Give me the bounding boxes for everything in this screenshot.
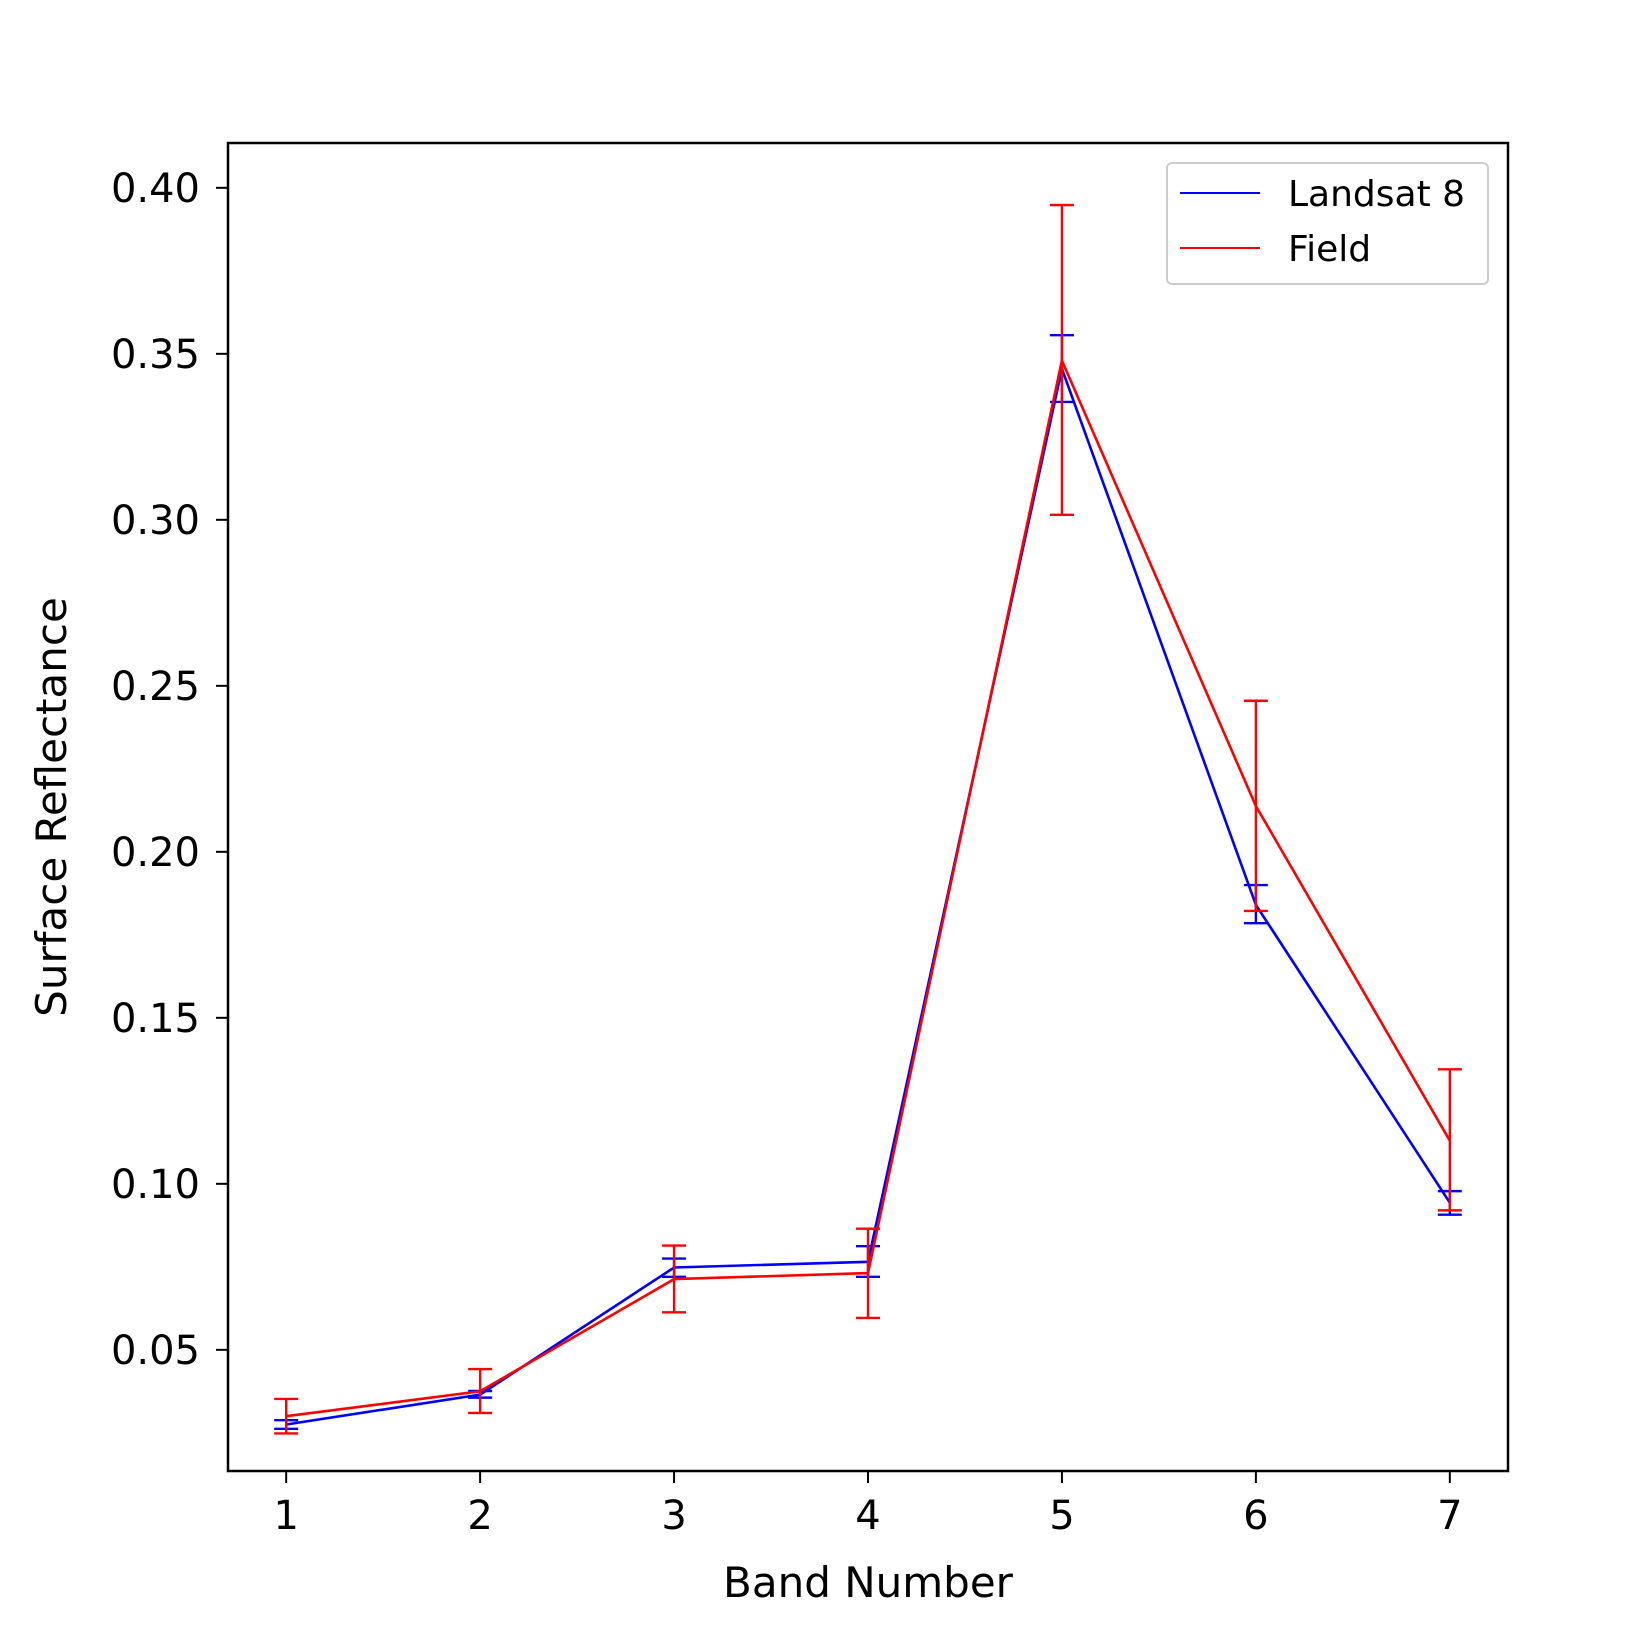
error-bar-field-4 [856, 1227, 880, 1320]
x-tick-label: 5 [1049, 1493, 1074, 1539]
x-tick-label: 2 [467, 1493, 492, 1539]
error-bar-field-3 [662, 1244, 687, 1314]
error-bar-field-2 [468, 1367, 493, 1415]
x-tick-label: 1 [273, 1493, 298, 1539]
x-tick-label: 4 [855, 1493, 880, 1539]
plot-content [274, 203, 1462, 1435]
x-tick-label: 7 [1437, 1493, 1462, 1539]
y-tick-label: 0.15 [111, 996, 200, 1042]
y-tick-label: 0.20 [111, 830, 200, 876]
y-tick-label: 0.25 [111, 664, 200, 710]
y-tick-label: 0.35 [111, 332, 200, 378]
x-axis-ticks: 1 2 3 4 5 6 7 [273, 1471, 1463, 1539]
legend: Landsat 8 Field [1166, 162, 1489, 285]
error-bar-field-6 [1243, 699, 1268, 913]
legend-label-field: Field [1288, 229, 1371, 270]
y-axis-ticks: 0.05 0.10 0.15 0.20 0.25 0.30 0.35 0.40 [111, 166, 228, 1374]
error-bar-field-5 [1049, 203, 1074, 517]
legend-label-landsat-8: Landsat 8 [1288, 174, 1465, 215]
x-tick-label: 6 [1243, 1493, 1268, 1539]
x-tick-label: 3 [661, 1493, 686, 1539]
x-axis-label: Band Number [723, 1558, 1014, 1607]
error-bar-field-1 [274, 1397, 299, 1435]
y-tick-label: 0.40 [111, 166, 200, 212]
y-tick-label: 0.30 [111, 498, 200, 544]
series-field [274, 203, 1462, 1435]
y-axis-label: Surface Reflectance [27, 597, 76, 1017]
error-bar-field-7 [1437, 1068, 1462, 1212]
y-tick-label: 0.05 [111, 1328, 200, 1374]
y-tick-label: 0.10 [111, 1162, 200, 1208]
